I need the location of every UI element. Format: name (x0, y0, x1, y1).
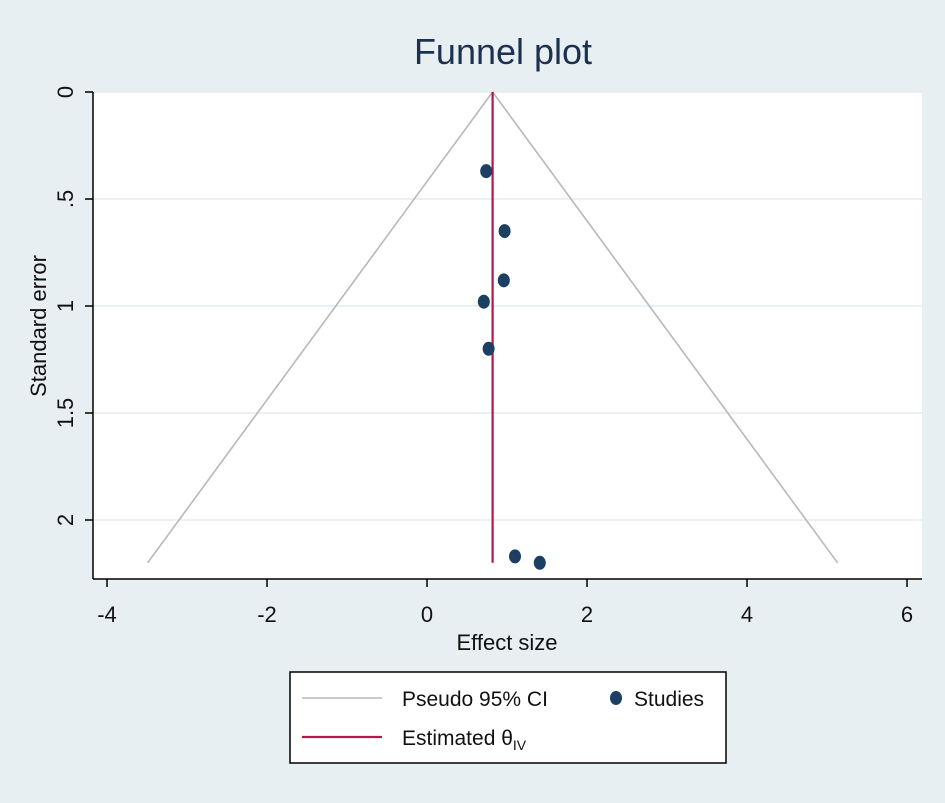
y-tick-label: 1.5 (53, 398, 78, 429)
study-points (477, 164, 546, 570)
y-tick-label: .5 (53, 190, 78, 208)
y-tick-label: 0 (53, 86, 78, 98)
y-tick-label: 2 (53, 514, 78, 526)
x-axis-ticks: -4 -2 0 2 4 6 (97, 579, 913, 627)
x-axis-title: Effect size (456, 630, 557, 655)
legend-studies-label: Studies (634, 688, 704, 711)
legend-estimate-label: Estimated θIV (402, 727, 527, 753)
study-point (477, 294, 490, 309)
x-tick-label: 6 (901, 602, 913, 627)
x-tick-label: -2 (257, 602, 277, 627)
study-point (533, 555, 546, 570)
x-tick-label: 4 (741, 602, 753, 627)
plot-area (93, 92, 922, 579)
x-tick-label: 2 (581, 602, 593, 627)
y-axis-ticks: 0 .5 1 1.5 2 (53, 86, 93, 526)
legend-box (289, 671, 727, 764)
study-point (498, 224, 511, 239)
pseudo-ci-right-line (491, 91, 839, 564)
x-tick-label: 0 (421, 602, 433, 627)
y-tick-label: 1 (53, 300, 78, 312)
y-axis-title: Standard error (26, 255, 51, 397)
pseudo-ci-left-line (146, 91, 494, 564)
legend-estimate-label-main: Estimated θ (402, 727, 513, 750)
study-point (482, 341, 495, 356)
legend-ci-label: Pseudo 95% CI (402, 688, 548, 711)
study-point (497, 273, 510, 288)
legend: Pseudo 95% CI Studies Estimated θIV (289, 671, 727, 764)
x-tick-label: -4 (97, 602, 117, 627)
chart-title: Funnel plot (414, 31, 592, 72)
grid-lines (94, 91, 922, 521)
legend-estimate-subscript: IV (513, 737, 527, 753)
study-point (509, 549, 521, 564)
legend-studies-marker (610, 691, 622, 705)
study-point (480, 164, 493, 179)
